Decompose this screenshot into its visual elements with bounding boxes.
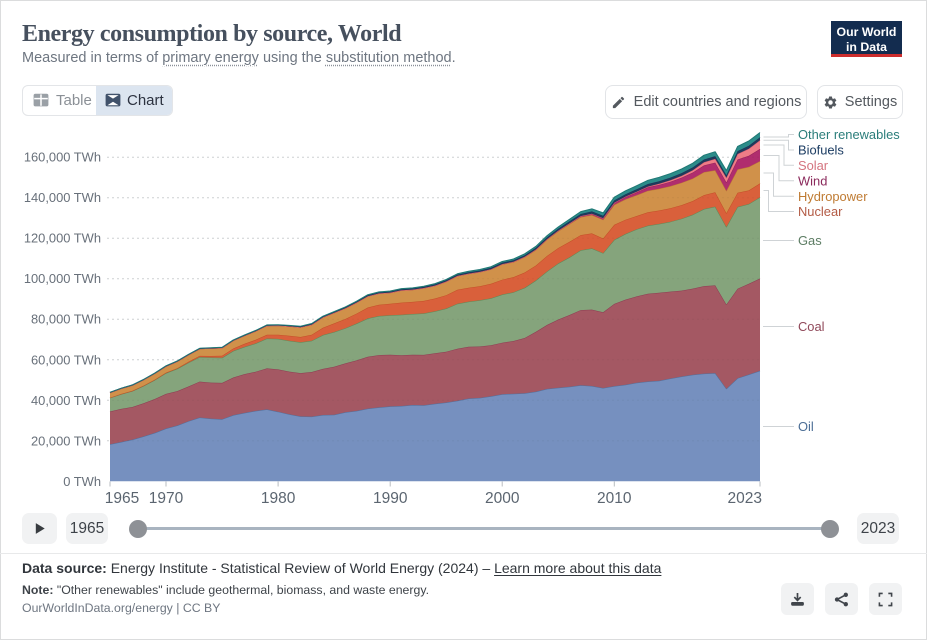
svg-text:Wind: Wind [798, 173, 827, 188]
svg-text:100,000 TWh: 100,000 TWh [24, 271, 101, 286]
svg-text:Nuclear: Nuclear [798, 204, 843, 219]
svg-text:2000: 2000 [485, 490, 520, 507]
svg-text:Other renewables: Other renewables [798, 127, 900, 142]
svg-text:140,000 TWh: 140,000 TWh [24, 190, 101, 205]
svg-text:2023: 2023 [728, 490, 762, 507]
svg-text:0 TWh: 0 TWh [63, 474, 101, 489]
svg-text:Solar: Solar [798, 158, 829, 173]
svg-text:Gas: Gas [798, 233, 822, 248]
svg-text:1965: 1965 [105, 490, 139, 507]
svg-text:Coal: Coal [798, 319, 825, 334]
svg-text:Biofuels: Biofuels [798, 143, 844, 158]
svg-text:Hydropower: Hydropower [798, 189, 868, 204]
svg-text:2010: 2010 [597, 490, 632, 507]
svg-text:160,000 TWh: 160,000 TWh [24, 150, 101, 165]
svg-text:20,000 TWh: 20,000 TWh [31, 433, 101, 448]
svg-text:1970: 1970 [149, 490, 184, 507]
svg-text:1980: 1980 [261, 490, 296, 507]
svg-text:1990: 1990 [373, 490, 408, 507]
svg-text:40,000 TWh: 40,000 TWh [31, 393, 101, 408]
svg-text:120,000 TWh: 120,000 TWh [24, 231, 101, 246]
svg-text:60,000 TWh: 60,000 TWh [31, 352, 101, 367]
svg-text:80,000 TWh: 80,000 TWh [31, 312, 101, 327]
svg-text:Oil: Oil [798, 419, 814, 434]
